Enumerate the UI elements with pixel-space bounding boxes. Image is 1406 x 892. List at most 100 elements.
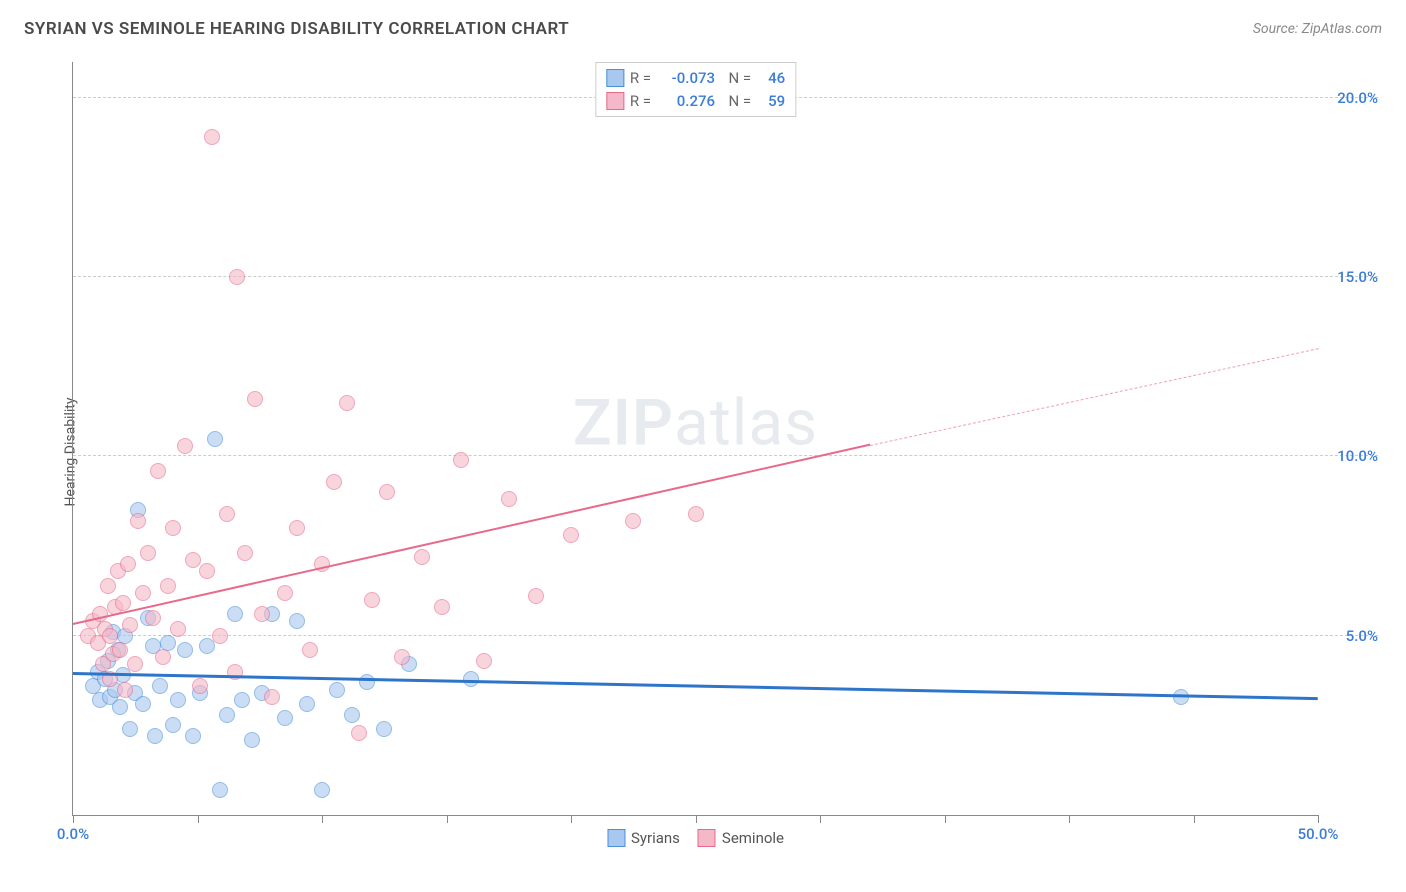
xtick [696, 815, 697, 823]
xtick-label: 50.0% [1298, 825, 1339, 843]
n-value-seminole: 59 [757, 90, 785, 113]
data-point [247, 391, 263, 407]
data-point [453, 452, 469, 468]
ytick-label: 5.0% [1322, 627, 1378, 645]
data-point [177, 438, 193, 454]
data-point [204, 129, 220, 145]
data-point [299, 696, 315, 712]
legend-series: Syrians Seminole [607, 829, 784, 847]
xtick [447, 815, 448, 823]
data-point [528, 588, 544, 604]
xtick [1318, 815, 1319, 823]
data-point [344, 707, 360, 723]
data-point [234, 692, 250, 708]
data-point [463, 671, 479, 687]
xtick [945, 815, 946, 823]
data-point [185, 728, 201, 744]
chart-container: Hearing Disability R = -0.073 N = 46 R =… [24, 52, 1382, 852]
data-point [277, 585, 293, 601]
data-point [625, 513, 641, 529]
data-point [326, 474, 342, 490]
data-point [120, 556, 136, 572]
data-point [155, 649, 171, 665]
swatch-syrians [606, 69, 624, 87]
watermark: ZIPatlas [573, 386, 818, 461]
legend-correlation: R = -0.073 N = 46 R = 0.276 N = 59 [595, 62, 796, 117]
xtick-label: 0.0% [57, 825, 89, 843]
data-point [476, 653, 492, 669]
data-point [112, 642, 128, 658]
data-point [165, 717, 181, 733]
swatch-seminole [606, 92, 624, 110]
data-point [122, 721, 138, 737]
gridline [73, 455, 1378, 456]
xtick [322, 815, 323, 823]
data-point [289, 520, 305, 536]
gridline [73, 635, 1378, 636]
n-value-syrians: 46 [757, 67, 785, 90]
ytick-label: 15.0% [1322, 268, 1378, 286]
data-point [100, 578, 116, 594]
data-point [563, 527, 579, 543]
data-point [244, 732, 260, 748]
data-point [130, 513, 146, 529]
xtick [1194, 815, 1195, 823]
data-point [165, 520, 181, 536]
r-label: R = [630, 67, 651, 90]
data-point [152, 678, 168, 694]
data-point [147, 728, 163, 744]
legend-row-seminole: R = 0.276 N = 59 [606, 90, 785, 113]
source-label: Source: ZipAtlas.com [1253, 21, 1382, 37]
swatch-syrians-icon [607, 829, 625, 847]
legend-item-syrians: Syrians [607, 829, 680, 847]
data-point [170, 692, 186, 708]
data-point [434, 599, 450, 615]
r-value-syrians: -0.073 [657, 67, 715, 90]
data-point [376, 721, 392, 737]
legend-row-syrians: R = -0.073 N = 46 [606, 67, 785, 90]
data-point [289, 613, 305, 629]
r-label: R = [630, 90, 651, 113]
xtick [1069, 815, 1070, 823]
data-point [229, 269, 245, 285]
ytick-label: 10.0% [1322, 447, 1378, 465]
xtick [571, 815, 572, 823]
data-point [394, 649, 410, 665]
data-point [185, 552, 201, 568]
data-point [117, 682, 133, 698]
data-point [212, 782, 228, 798]
data-point [140, 545, 156, 561]
trend-line [73, 444, 870, 625]
data-point [170, 621, 186, 637]
legend-item-seminole: Seminole [698, 829, 784, 847]
data-point [219, 707, 235, 723]
trend-line [870, 348, 1318, 446]
data-point [177, 642, 193, 658]
data-point [264, 689, 280, 705]
data-point [160, 578, 176, 594]
data-point [379, 484, 395, 500]
r-value-seminole: 0.276 [657, 90, 715, 113]
data-point [135, 585, 151, 601]
data-point [115, 595, 131, 611]
data-point [127, 656, 143, 672]
plot-area: R = -0.073 N = 46 R = 0.276 N = 59 ZIPat… [72, 62, 1318, 816]
data-point [364, 592, 380, 608]
data-point [414, 549, 430, 565]
n-label: N = [721, 67, 751, 90]
data-point [227, 606, 243, 622]
header: SYRIAN VS SEMINOLE HEARING DISABILITY CO… [0, 0, 1406, 48]
legend-label-seminole: Seminole [722, 829, 784, 847]
data-point [207, 431, 223, 447]
swatch-seminole-icon [698, 829, 716, 847]
data-point [112, 699, 128, 715]
data-point [688, 506, 704, 522]
gridline [73, 276, 1378, 277]
data-point [192, 678, 208, 694]
data-point [150, 463, 166, 479]
xtick [820, 815, 821, 823]
data-point [122, 617, 138, 633]
n-label: N = [721, 90, 751, 113]
ytick-label: 20.0% [1322, 89, 1378, 107]
data-point [199, 563, 215, 579]
